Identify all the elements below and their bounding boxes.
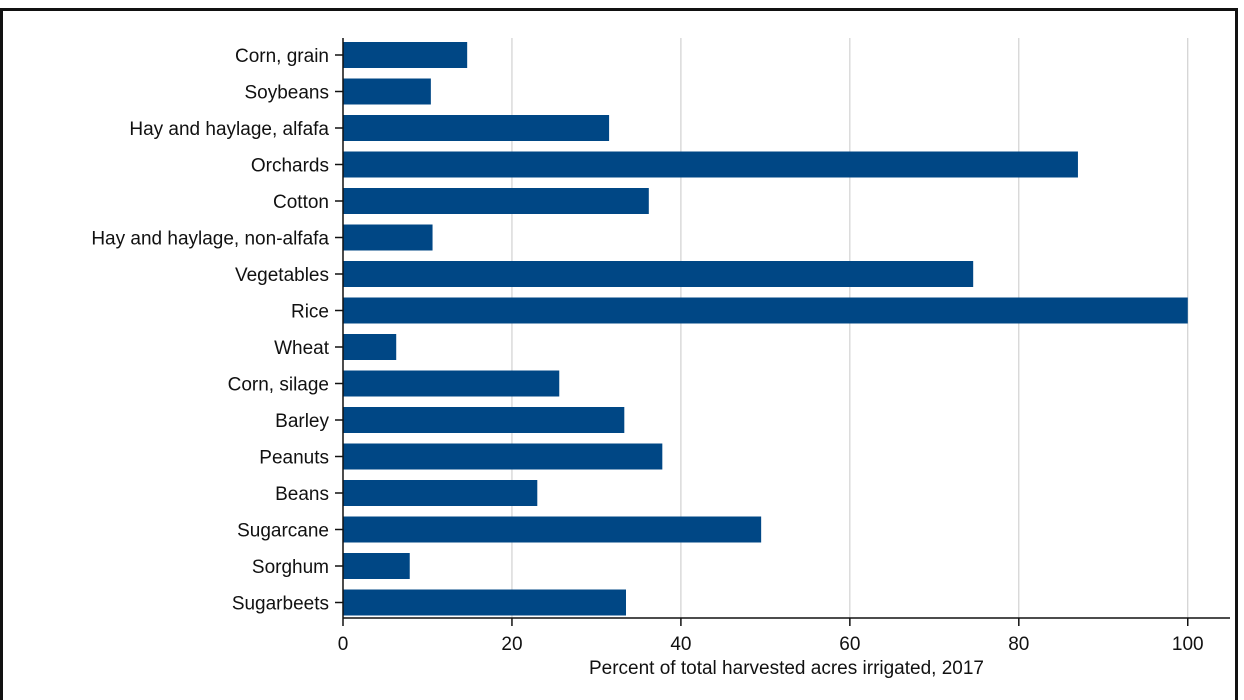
bar	[343, 224, 433, 251]
category-label: Sorghum	[252, 557, 329, 578]
bar	[343, 261, 974, 287]
bar	[343, 370, 560, 397]
category-labels: Corn, grain Soybeans Hay and haylage, alfa…	[91, 46, 343, 615]
bar	[343, 297, 1188, 324]
bar	[343, 188, 649, 214]
category-label: Sugarbeets	[232, 594, 329, 615]
bars	[343, 42, 1188, 616]
bar	[343, 407, 625, 433]
x-tick-label: 60	[839, 634, 860, 655]
category-label: Corn, silage	[228, 375, 329, 396]
bar	[343, 115, 610, 141]
x-tick-labels: 0 20 40 60 80 100	[338, 618, 1204, 655]
category-label: Hay and haylage, non-alfafa	[91, 229, 329, 250]
bar	[343, 334, 397, 360]
bar	[343, 443, 663, 470]
category-label: Barley	[275, 411, 329, 432]
bar	[343, 78, 431, 105]
x-tick-label: 0	[338, 634, 349, 655]
x-tick-label: 80	[1008, 634, 1029, 655]
category-label: Beans	[275, 484, 329, 505]
category-label: Wheat	[274, 338, 330, 359]
category-label: Cotton	[273, 192, 329, 213]
category-label: Corn, grain	[235, 46, 329, 67]
bar	[343, 516, 762, 543]
x-tick-label: 20	[501, 634, 522, 655]
category-label: Vegetables	[235, 265, 329, 286]
bar	[343, 42, 468, 68]
figure-frame	[0, 8, 1238, 700]
category-label: Soybeans	[244, 83, 329, 104]
category-label: Sugarcane	[237, 521, 329, 542]
category-label: Hay and haylage, alfafa	[129, 119, 329, 140]
bar	[343, 151, 1078, 178]
x-tick-label: 100	[1172, 634, 1204, 655]
category-label: Orchards	[251, 156, 329, 177]
category-label: Peanuts	[259, 448, 329, 469]
x-tick-label: 40	[670, 634, 691, 655]
bar	[343, 480, 538, 506]
category-label: Rice	[291, 302, 329, 323]
bar	[343, 589, 626, 616]
axes	[342, 38, 1230, 619]
x-axis-title: Percent of total harvested acres irrigat…	[589, 658, 984, 679]
bar	[343, 553, 410, 579]
